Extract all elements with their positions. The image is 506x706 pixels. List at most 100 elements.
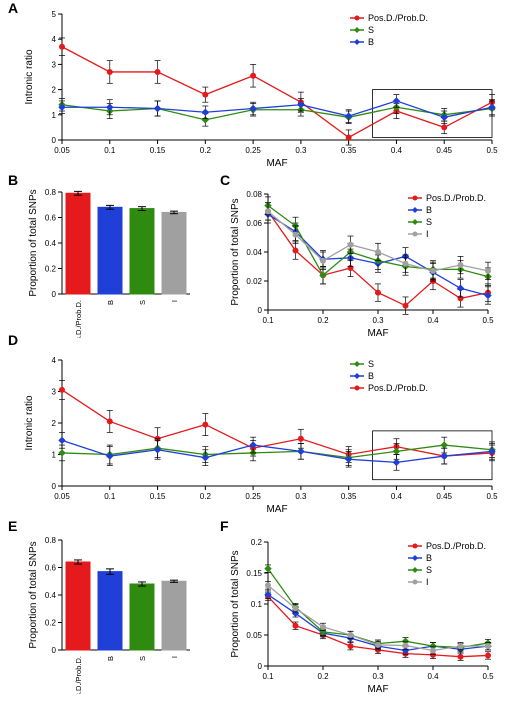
svg-text:Pos.D./Prob.D.: Pos.D./Prob.D. <box>368 13 428 23</box>
svg-text:0.15: 0.15 <box>150 492 166 501</box>
svg-text:0.45: 0.45 <box>436 492 452 501</box>
svg-text:MAF: MAF <box>266 158 287 168</box>
svg-text:Pos.D./Prob.D.: Pos.D./Prob.D. <box>368 383 428 393</box>
svg-text:B: B <box>368 371 374 381</box>
svg-text:0.2: 0.2 <box>317 672 329 681</box>
svg-text:0.8: 0.8 <box>45 536 57 545</box>
svg-text:5: 5 <box>52 10 57 19</box>
svg-text:0.3: 0.3 <box>295 146 307 155</box>
svg-text:Proportion of total SNPs: Proportion of total SNPs <box>28 541 39 648</box>
svg-text:0.2: 0.2 <box>200 146 212 155</box>
svg-text:0.8: 0.8 <box>45 188 57 197</box>
svg-text:0.1: 0.1 <box>104 146 116 155</box>
svg-text:0.4: 0.4 <box>391 492 403 501</box>
svg-text:0: 0 <box>52 136 57 145</box>
svg-text:MAF: MAF <box>266 504 287 514</box>
svg-text:I: I <box>426 577 429 587</box>
svg-text:S: S <box>138 300 147 305</box>
svg-text:0.05: 0.05 <box>246 631 262 640</box>
svg-text:0.35: 0.35 <box>341 146 357 155</box>
svg-text:1: 1 <box>52 111 57 120</box>
svg-text:0.1: 0.1 <box>104 492 116 501</box>
svg-text:0.05: 0.05 <box>54 492 70 501</box>
svg-text:0.2: 0.2 <box>200 492 212 501</box>
svg-text:0.2: 0.2 <box>317 316 329 325</box>
svg-text:0.4: 0.4 <box>45 591 57 600</box>
svg-text:4: 4 <box>52 356 57 365</box>
svg-text:0: 0 <box>52 290 57 299</box>
svg-text:0.4: 0.4 <box>391 146 403 155</box>
svg-text:S: S <box>368 359 374 369</box>
svg-text:0.1: 0.1 <box>262 316 274 325</box>
svg-text:0: 0 <box>258 662 263 671</box>
svg-text:0.2: 0.2 <box>45 265 57 274</box>
svg-text:Proportion of total SNPs: Proportion of total SNPs <box>230 550 241 657</box>
svg-text:0.5: 0.5 <box>486 146 498 155</box>
svg-text:0.4: 0.4 <box>45 239 57 248</box>
svg-text:0.6: 0.6 <box>45 214 57 223</box>
svg-text:MAF: MAF <box>367 328 388 338</box>
svg-text:Pos.D./Prob.D.: Pos.D./Prob.D. <box>426 541 486 551</box>
svg-text:Proportion of total SNPs: Proportion of total SNPs <box>230 198 241 305</box>
svg-text:0: 0 <box>258 306 263 315</box>
panel-label-A: A <box>8 0 18 16</box>
svg-text:Pos.D./Prob.D.: Pos.D./Prob.D. <box>74 300 83 338</box>
svg-text:0.05: 0.05 <box>54 146 70 155</box>
svg-text:0: 0 <box>52 482 57 491</box>
svg-text:B: B <box>426 205 432 215</box>
svg-text:Pos.D./Prob.D.: Pos.D./Prob.D. <box>74 656 83 694</box>
svg-text:3: 3 <box>52 60 57 69</box>
svg-text:0.15: 0.15 <box>246 569 262 578</box>
svg-text:I: I <box>170 300 179 302</box>
svg-text:0.1: 0.1 <box>251 600 263 609</box>
svg-text:0.06: 0.06 <box>246 219 262 228</box>
svg-text:0: 0 <box>52 646 57 655</box>
chart-D: 0.05 0.1 0.15 0.2 0.25 0.3 0.35 0.4 0.45 0.5 0 1 2 3 4… <box>20 352 500 514</box>
svg-text:0.2: 0.2 <box>45 619 57 628</box>
svg-text:0.08: 0.08 <box>246 190 262 199</box>
svg-text:Pos.D./Prob.D.: Pos.D./Prob.D. <box>426 193 486 203</box>
svg-text:0.5: 0.5 <box>486 492 498 501</box>
svg-text:MAF: MAF <box>367 684 388 694</box>
svg-text:1: 1 <box>52 451 57 460</box>
svg-text:I: I <box>170 656 179 658</box>
chart-F: 0.1 0.2 0.3 0.4 0.5 0 0.05 0.1 0.15 0.2 MAF Proport… <box>226 534 496 694</box>
svg-text:0.3: 0.3 <box>372 672 384 681</box>
figure: A B C D E F 0.050.10.150.20.250.30.350.4… <box>0 0 506 706</box>
svg-text:0.45: 0.45 <box>436 146 452 155</box>
svg-text:2: 2 <box>52 86 57 95</box>
svg-text:4: 4 <box>52 35 57 44</box>
svg-text:0.25: 0.25 <box>245 146 261 155</box>
svg-text:Intronic ratio: Intronic ratio <box>24 395 35 450</box>
svg-text:0.6: 0.6 <box>45 564 57 573</box>
svg-text:Proportion of total SNPs: Proportion of total SNPs <box>28 189 39 296</box>
svg-text:0.5: 0.5 <box>482 316 494 325</box>
svg-text:0.2: 0.2 <box>251 538 263 547</box>
svg-text:0.4: 0.4 <box>427 672 439 681</box>
svg-text:S: S <box>368 25 374 35</box>
svg-text:0.3: 0.3 <box>372 316 384 325</box>
svg-text:I: I <box>426 229 429 239</box>
chart-B: 0 0.2 0.4 0.6 0.8 Pos.D./Prob.D. B S I Proportion… <box>24 186 194 338</box>
chart-A: 0.05 0.1 0.15 0.2 0.25 0.3 0.35 0.4 0.45 0.5 0 1 2 3 4… <box>20 6 500 168</box>
svg-text:0.4: 0.4 <box>427 316 439 325</box>
chart-C: 0.10.20.30.40.500.020.040.060.08MAFPropo… <box>226 186 496 338</box>
panel-label-F: F <box>220 518 229 534</box>
svg-text:B: B <box>106 300 115 305</box>
svg-text:3: 3 <box>52 388 57 397</box>
svg-text:0.04: 0.04 <box>246 248 262 257</box>
svg-text:0.35: 0.35 <box>341 492 357 501</box>
chart-E: 0 0.2 0.4 0.6 0.8 Pos.D./Prob.D. B S I Proportion… <box>24 534 194 694</box>
svg-text:S: S <box>138 656 147 661</box>
svg-text:0.5: 0.5 <box>482 672 494 681</box>
svg-text:0.1: 0.1 <box>262 672 274 681</box>
svg-text:B: B <box>368 37 374 47</box>
svg-text:B: B <box>426 553 432 563</box>
panel-label-B: B <box>8 172 18 188</box>
svg-text:S: S <box>426 217 432 227</box>
svg-text:0.25: 0.25 <box>245 492 261 501</box>
svg-text:0.15: 0.15 <box>150 146 166 155</box>
svg-text:2: 2 <box>52 419 57 428</box>
svg-text:0.3: 0.3 <box>295 492 307 501</box>
svg-text:B: B <box>106 656 115 661</box>
